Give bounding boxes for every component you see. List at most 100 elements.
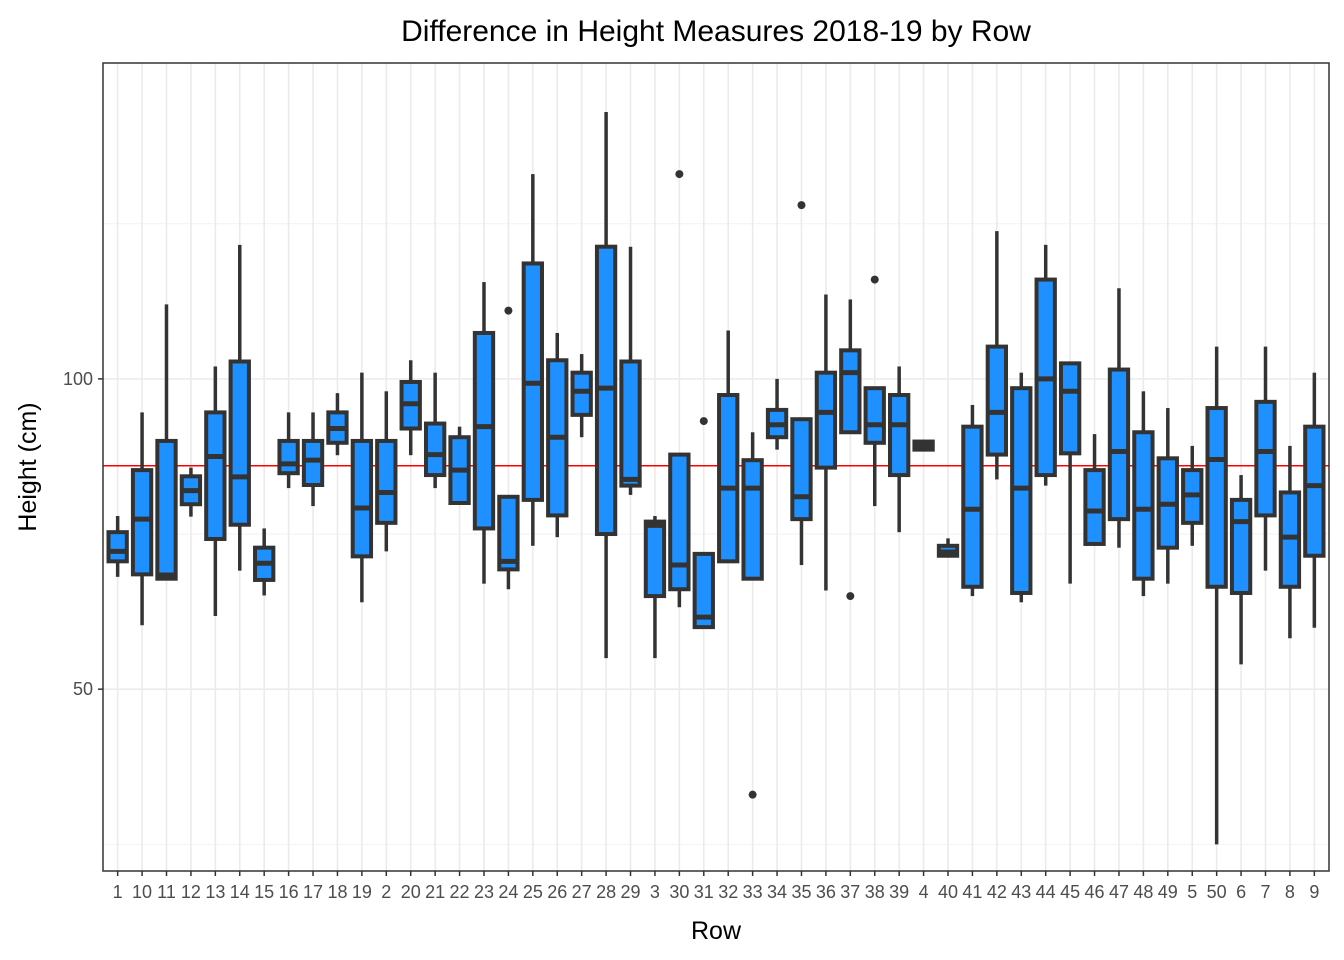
box-43 xyxy=(1010,372,1033,603)
y-axis: 50 100 xyxy=(63,369,103,699)
x-tick-label: 10 xyxy=(132,882,152,902)
box-body xyxy=(888,393,911,478)
y-tick-label: 100 xyxy=(63,369,93,389)
chart-title: Difference in Height Measures 2018-19 by… xyxy=(401,15,1031,48)
box-10 xyxy=(130,412,154,626)
x-axis: 1 10 11 12 13 14 15 16 17 18 19 2 20 21 22 23 24 25 26 27 28… xyxy=(113,871,1319,902)
x-tick-label: 46 xyxy=(1085,882,1105,902)
x-tick-label: 6 xyxy=(1236,882,1246,902)
box-23 xyxy=(472,282,496,584)
x-tick-label: 4 xyxy=(919,882,929,902)
outlier-point xyxy=(699,417,708,426)
box-19 xyxy=(350,372,374,603)
x-tick-label: 31 xyxy=(694,882,714,902)
box-body xyxy=(204,410,227,541)
box-31 xyxy=(692,417,715,630)
box-body xyxy=(472,330,496,531)
x-tick-label: 12 xyxy=(181,882,201,902)
box-14 xyxy=(228,244,251,571)
box-11 xyxy=(155,304,178,581)
box-body xyxy=(643,519,667,599)
outlier-point xyxy=(797,201,806,210)
box-body xyxy=(301,438,325,487)
box-body xyxy=(228,359,251,527)
box-30 xyxy=(668,170,691,608)
box-22 xyxy=(448,426,471,505)
box-body xyxy=(1107,367,1131,522)
box-27 xyxy=(570,354,593,438)
x-tick-label: 22 xyxy=(450,882,470,902)
box-body xyxy=(1205,406,1228,589)
box-36 xyxy=(814,294,838,591)
box-40 xyxy=(936,538,960,558)
box-body xyxy=(692,551,715,630)
x-tick-label: 24 xyxy=(498,882,518,902)
x-tick-label: 36 xyxy=(816,882,836,902)
box-44 xyxy=(1034,244,1057,486)
x-tick-label: 39 xyxy=(889,882,909,902)
box-body xyxy=(790,417,813,522)
box-body xyxy=(839,348,862,435)
box-4 xyxy=(912,439,935,452)
box-41 xyxy=(961,404,984,597)
y-axis-title: Height (cm) xyxy=(14,402,42,531)
box-24 xyxy=(497,306,520,590)
box-5 xyxy=(1181,445,1204,546)
x-tick-label: 7 xyxy=(1260,882,1270,902)
y-tick-label: 50 xyxy=(73,679,93,699)
x-tick-label: 30 xyxy=(669,882,689,902)
box-body xyxy=(1229,497,1253,595)
box-7 xyxy=(1254,346,1277,571)
box-body xyxy=(375,438,398,525)
box-body xyxy=(1083,468,1106,546)
box-45 xyxy=(1058,361,1082,584)
x-tick-label: 19 xyxy=(352,882,372,902)
x-tick-label: 33 xyxy=(743,882,763,902)
box-20 xyxy=(399,360,422,456)
x-tick-label: 15 xyxy=(254,882,274,902)
box-6 xyxy=(1229,475,1253,665)
box-38 xyxy=(863,275,886,507)
x-tick-label: 50 xyxy=(1207,882,1227,902)
box-3 xyxy=(643,516,667,659)
x-tick-label: 41 xyxy=(962,882,982,902)
x-axis-title: Row xyxy=(691,917,742,945)
x-tick-label: 20 xyxy=(401,882,421,902)
box-16 xyxy=(277,412,300,489)
x-tick-label: 32 xyxy=(718,882,738,902)
x-tick-label: 34 xyxy=(767,882,787,902)
box-46 xyxy=(1083,434,1106,546)
box-21 xyxy=(423,372,447,489)
x-tick-label: 44 xyxy=(1036,882,1056,902)
box-1 xyxy=(106,516,129,577)
box-28 xyxy=(594,112,618,659)
box-body xyxy=(619,359,642,488)
box-39 xyxy=(888,366,911,533)
x-tick-label: 18 xyxy=(327,882,347,902)
x-tick-label: 40 xyxy=(938,882,958,902)
box-body xyxy=(985,344,1009,457)
outlier-point xyxy=(870,275,879,284)
x-tick-label: 5 xyxy=(1187,882,1197,902)
x-tick-label: 16 xyxy=(279,882,299,902)
x-tick-label: 27 xyxy=(572,882,592,902)
x-tick-label: 13 xyxy=(205,882,225,902)
box-body xyxy=(1132,430,1155,581)
box-12 xyxy=(179,467,203,517)
box-body xyxy=(668,452,691,592)
box-body xyxy=(130,468,154,577)
box-body xyxy=(106,530,129,564)
box-26 xyxy=(546,332,569,538)
box-49 xyxy=(1156,408,1179,584)
x-tick-label: 17 xyxy=(303,882,323,902)
x-tick-label: 47 xyxy=(1109,882,1129,902)
x-tick-label: 37 xyxy=(840,882,860,902)
x-tick-label: 9 xyxy=(1309,882,1319,902)
x-tick-label: 38 xyxy=(865,882,885,902)
x-tick-label: 1 xyxy=(113,882,123,902)
box-body xyxy=(497,494,520,572)
box-body xyxy=(1058,361,1082,456)
box-body xyxy=(1254,399,1277,518)
box-13 xyxy=(204,366,227,616)
